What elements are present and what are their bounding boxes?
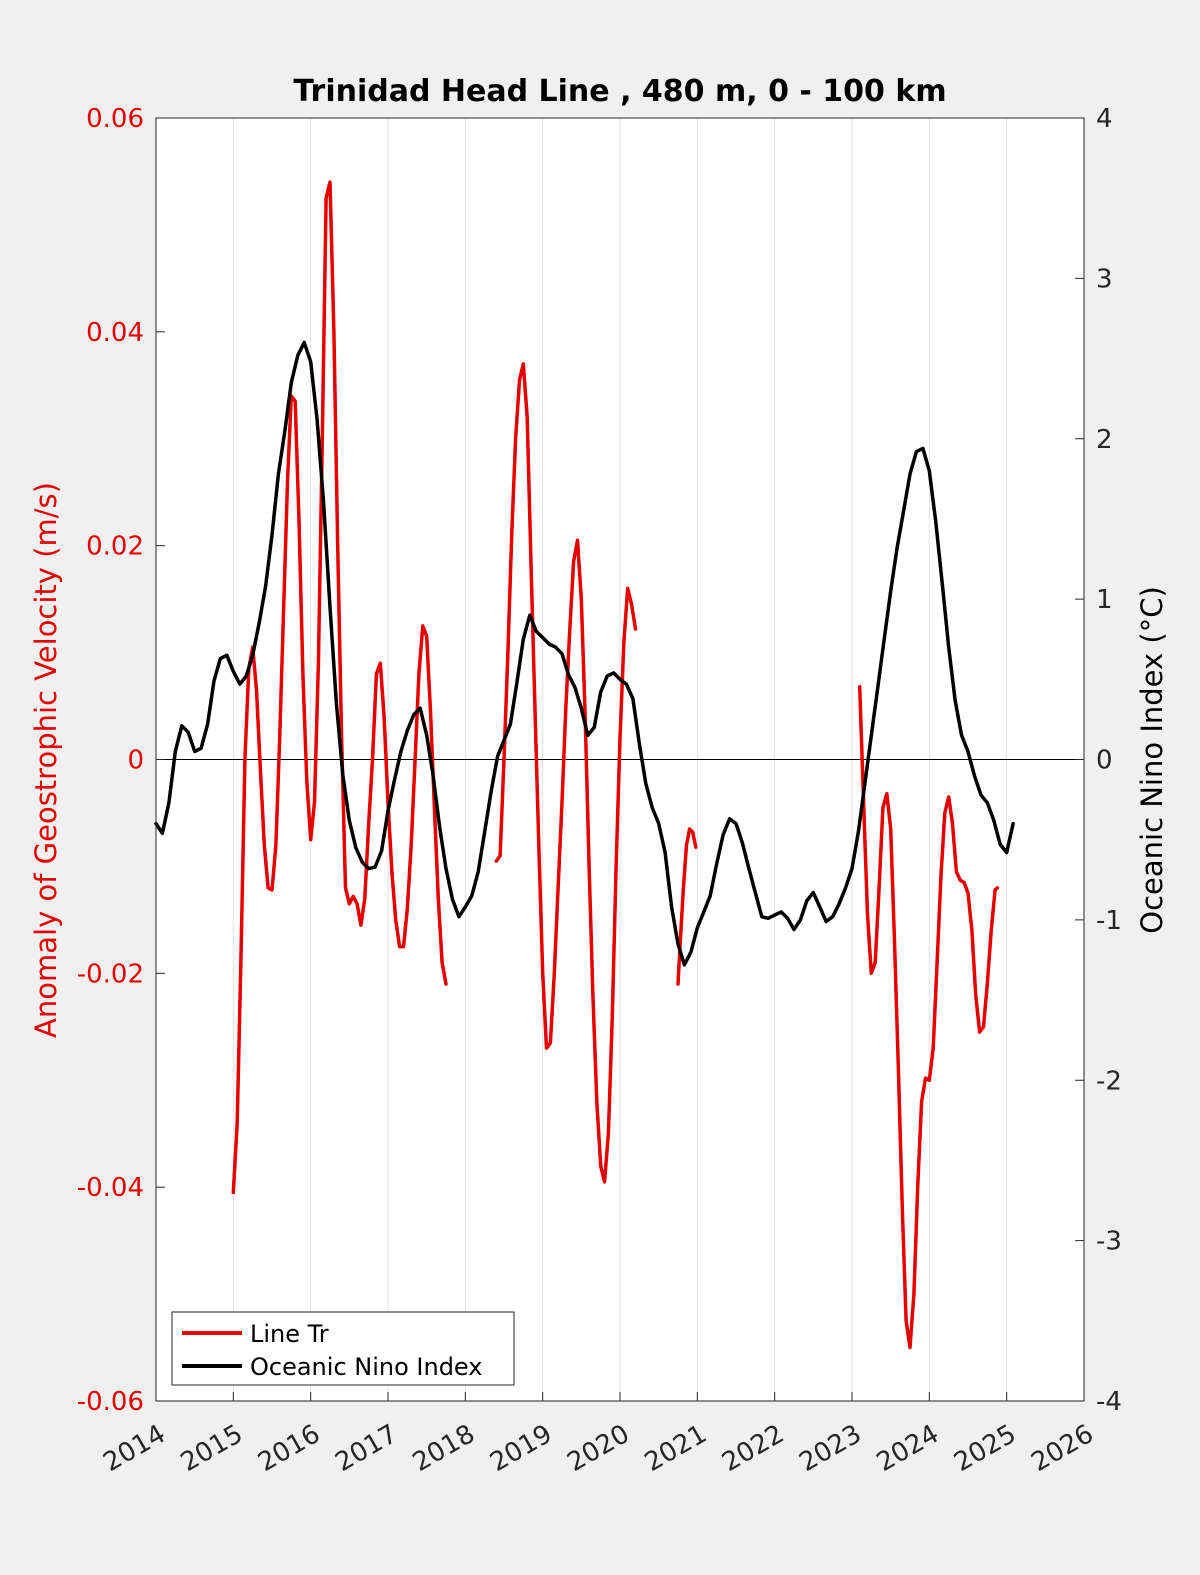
y-right-tick-label--4: -4 xyxy=(1096,1387,1122,1417)
y-left-tick-label-0.04: 0.04 xyxy=(86,318,144,348)
y-left-tick-label-0.02: 0.02 xyxy=(86,532,144,562)
series-line-tr-segment-2 xyxy=(676,827,698,986)
y-left-tick-label--0.04: -0.04 xyxy=(77,1173,144,1203)
y-axis-left: -0.06 -0.04 -0.02 0 0.02 0.04 0.06 xyxy=(77,104,165,1417)
y-right-tick-label-0: 0 xyxy=(1096,746,1113,776)
series-layer xyxy=(154,180,1015,1350)
legend-label-oni: Oceanic Nino Index xyxy=(250,1353,482,1381)
legend: Line Tr Oceanic Nino Index xyxy=(171,1311,515,1386)
y-right-tick-label-2: 2 xyxy=(1096,425,1113,455)
series-oceanic-nino-index-segment-0 xyxy=(154,340,1015,967)
y-left-tick-label-0: 0 xyxy=(127,746,144,776)
y-axis-right-label: Oceanic Nino Index (°C) xyxy=(1135,586,1169,934)
chart-title: Trinidad Head Line , 480 m, 0 - 100 km xyxy=(293,74,946,109)
y-axis-right: -4 -3 -2 -1 0 1 2 3 4 xyxy=(1075,104,1122,1417)
series-line-tr-segment-3 xyxy=(857,685,1000,1350)
y-right-tick-label--3: -3 xyxy=(1096,1227,1122,1257)
y-left-tick-label--0.02: -0.02 xyxy=(77,959,144,989)
legend-label-line-tr: Line Tr xyxy=(250,1320,329,1348)
legend-box xyxy=(171,1311,515,1386)
y-right-tick-label--2: -2 xyxy=(1096,1066,1122,1096)
series-line-tr-segment-0 xyxy=(231,180,448,1195)
y-axis-left-label: Anomaly of Geostrophic Velocity (m/s) xyxy=(29,482,63,1038)
y-right-tick-label-1: 1 xyxy=(1096,585,1113,615)
series-line-tr-segment-1 xyxy=(494,362,638,1184)
y-right-tick-label-3: 3 xyxy=(1096,264,1113,294)
y-left-tick-label-0.06: 0.06 xyxy=(86,104,144,134)
y-left-tick-label--0.06: -0.06 xyxy=(77,1387,144,1417)
y-right-tick-label-4: 4 xyxy=(1096,104,1113,134)
y-right-tick-label--1: -1 xyxy=(1096,906,1122,936)
